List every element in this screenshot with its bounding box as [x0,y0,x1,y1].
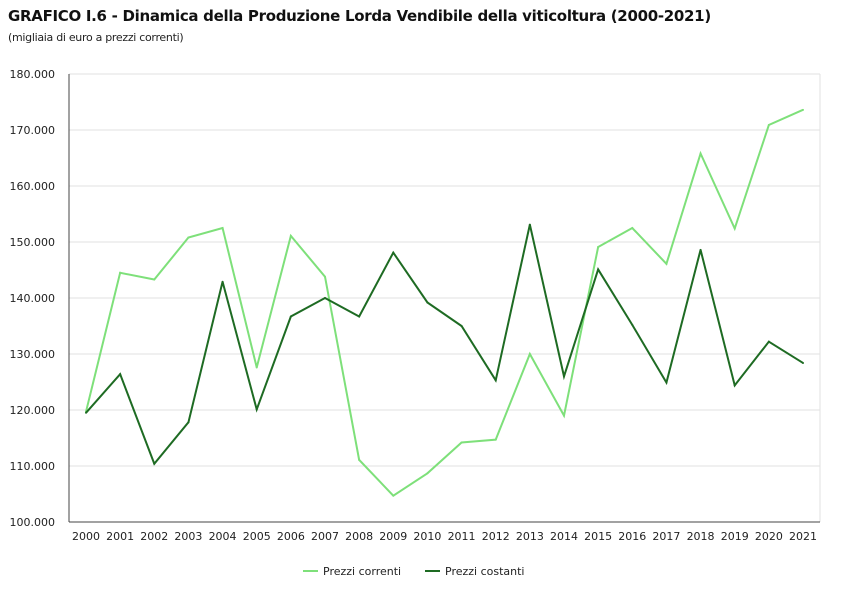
data-point [255,366,258,369]
series-line-prezzi-correnti [85,108,804,497]
legend-label: Prezzi correnti [323,565,401,578]
data-point [187,236,190,239]
x-tick-label: 2013 [516,530,544,543]
data-point [221,280,224,283]
data-point [767,123,770,126]
y-tick-label: 170.000 [10,124,56,137]
x-tick-label: 2019 [721,530,749,543]
x-tick-label: 2008 [345,530,373,543]
legend-label: Prezzi costanti [445,565,525,578]
x-tick-label: 2001 [106,530,134,543]
x-tick-label: 2017 [652,530,680,543]
x-tick-label: 2015 [584,530,612,543]
x-tick-label: 2004 [209,530,237,543]
data-point [358,458,361,461]
data-point [392,251,395,254]
y-tick-label: 110.000 [10,460,56,473]
data-point [699,248,702,251]
x-tick-label: 2016 [618,530,646,543]
data-point [426,472,429,475]
data-point [802,108,804,111]
data-point [187,421,190,424]
x-tick-label: 2021 [789,530,817,543]
data-point [665,381,668,384]
data-point [289,234,292,237]
x-tick-label: 2018 [687,530,715,543]
x-tick-label: 2010 [413,530,441,543]
data-point [153,278,156,281]
x-tick-label: 2005 [243,530,271,543]
data-point [153,462,156,465]
data-point [255,408,258,411]
data-point [221,227,224,229]
data-point [733,384,736,387]
data-point [631,323,634,326]
y-tick-label: 150.000 [10,236,56,249]
data-point [528,223,531,226]
x-tick-label: 2012 [482,530,510,543]
data-point [460,325,463,327]
data-point [528,353,531,355]
data-point [426,301,429,304]
y-tick-label: 140.000 [10,292,56,305]
data-point [563,414,565,417]
data-point [699,152,702,155]
chart-title: GRAFICO I.6 - Dinamica della Produzione … [8,7,711,25]
y-tick-label: 120.000 [10,404,56,417]
x-tick-label: 2003 [174,530,202,543]
data-point [767,340,770,343]
x-tick-label: 2002 [140,530,168,543]
data-point [358,315,361,318]
y-tick-label: 130.000 [10,348,56,361]
y-tick-label: 100.000 [10,516,56,529]
data-point [119,271,122,274]
data-point [563,375,565,378]
data-point [631,227,634,229]
x-tick-label: 2011 [448,530,476,543]
y-tick-label: 180.000 [10,68,56,81]
data-point [289,315,292,318]
data-point [85,411,87,414]
x-tick-label: 2006 [277,530,305,543]
data-point [460,441,463,444]
data-point [324,297,326,299]
chart-subtitle: (migliaia di euro a prezzi correnti) [8,31,184,44]
series-line-prezzi-costanti [85,224,804,466]
data-point [119,373,122,376]
x-tick-label: 2009 [379,530,407,543]
data-point [494,438,497,441]
x-tick-label: 2020 [755,530,783,543]
data-point [324,275,326,278]
y-tick-label: 160.000 [10,180,56,193]
x-tick-label: 2007 [311,530,339,543]
data-point [392,494,395,497]
data-point [665,262,668,265]
data-point [802,361,804,364]
data-point [733,227,736,230]
data-point [494,379,497,382]
data-point [597,246,600,249]
x-tick-label: 2014 [550,530,578,543]
x-tick-label: 2000 [72,530,100,543]
data-point [597,268,600,271]
